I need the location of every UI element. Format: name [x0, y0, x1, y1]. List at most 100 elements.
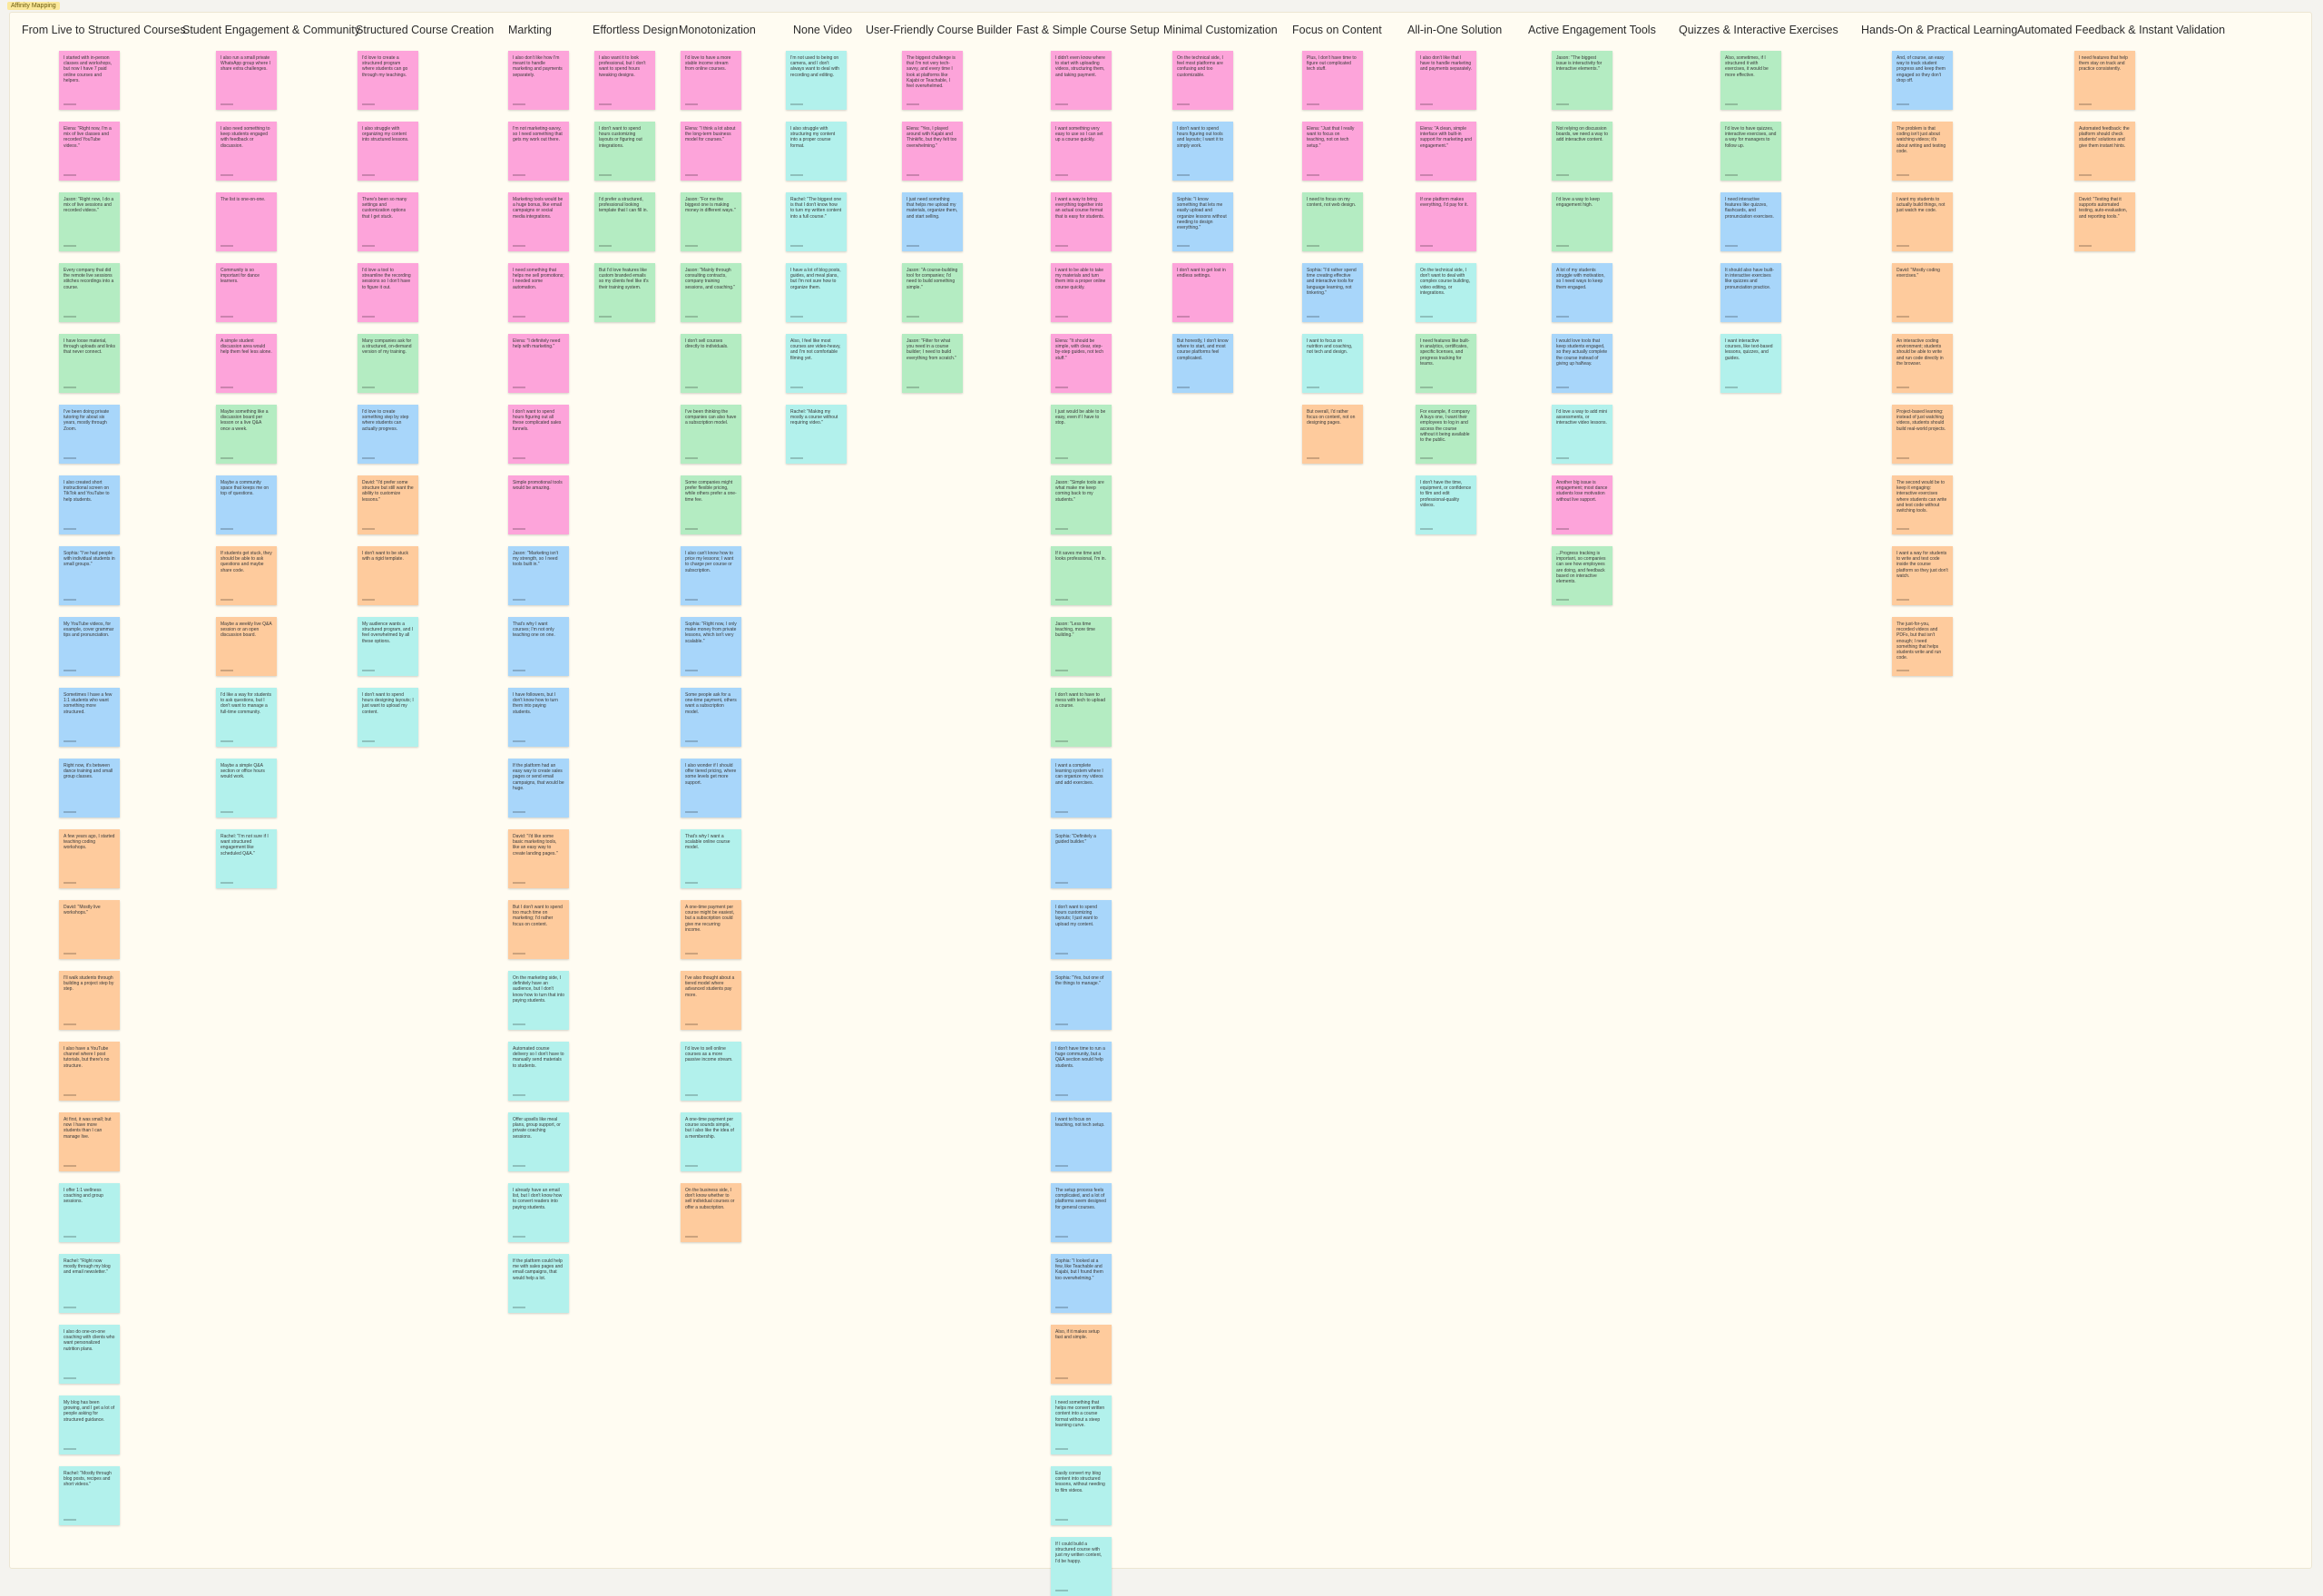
note-author [362, 670, 375, 671]
sticky-note: Rachel: "Making my mostly a course witho… [786, 405, 847, 464]
sticky-note: I'm not marketing-savvy, so I need somet… [508, 122, 569, 181]
sticky-note: I have followers, but I don't know how t… [508, 688, 569, 747]
sticky-note: But I don't want to spend too much time … [508, 900, 569, 959]
note-author [790, 174, 803, 176]
note-text: The list is one-on-one. [221, 197, 266, 202]
sticky-note: I don't have time to run a huge communit… [1051, 1042, 1112, 1101]
sticky-note: Jason: "Simple tools are what make me ke… [1051, 475, 1112, 534]
note-text: I don't sell courses directly to individ… [685, 338, 729, 350]
sticky-note: I need to focus on my content, not web d… [1302, 192, 1363, 251]
sticky-note: I don't want to spend hours figuring out… [508, 405, 569, 464]
note-author [1307, 387, 1319, 388]
sticky-note: I'd love a way to keep engagement high. [1552, 192, 1612, 251]
note-text: I also can't know how to price my lesson… [685, 551, 734, 573]
note-text: Community is so important for dance lear… [221, 268, 260, 285]
note-text: For example, if company A buys one, I wa… [1420, 409, 1470, 444]
note-author [64, 103, 76, 105]
note-text: Jason: "Right now, I do a mix of live se… [64, 197, 114, 214]
note-author [64, 1377, 76, 1379]
note-author [790, 103, 803, 105]
note-author [1055, 457, 1068, 459]
note-author [221, 528, 233, 530]
sticky-note: A few years ago, I started teaching codi… [59, 829, 120, 888]
note-author [1897, 103, 1909, 105]
note-author [221, 387, 233, 388]
sticky-note: I need something that helps me convert w… [1051, 1395, 1112, 1454]
note-author [1055, 1023, 1068, 1025]
sticky-note: I also run a small private WhatsApp grou… [216, 51, 277, 110]
note-author [1055, 528, 1068, 530]
note-author [64, 1519, 76, 1521]
sticky-note: On the business side, I don't know wheth… [681, 1183, 741, 1242]
note-author [1055, 599, 1068, 601]
note-author [1897, 245, 1909, 247]
sticky-note: I'd love to sell online courses as a mor… [681, 1042, 741, 1101]
note-author [1725, 103, 1738, 105]
note-text: I've also thought about a tiered model w… [685, 975, 735, 998]
note-author [1897, 528, 1909, 530]
sticky-note: There's been so many settings and custom… [358, 192, 418, 251]
note-author [685, 811, 698, 813]
note-text: David: "I'd prefer some structure but st… [362, 480, 414, 503]
sticky-note: I also don't like that I have to handle … [1416, 51, 1476, 110]
sticky-note: David: "Mostly live workshops." [59, 900, 120, 959]
note-author [64, 174, 76, 176]
note-author [64, 811, 76, 813]
sticky-note: My YouTube videos, for example, cover gr… [59, 617, 120, 676]
note-author [513, 740, 525, 742]
note-text: A lot of my students struggle with motiv… [1556, 268, 1605, 290]
sticky-note: Elena: "Yes, I played around with Kajabi… [902, 122, 963, 181]
sticky-note: The list is one-on-one. [216, 192, 277, 251]
note-author [1055, 882, 1068, 884]
note-text: Jason: "Simple tools are what make me ke… [1055, 480, 1104, 503]
sticky-note: I need interactive features like quizzes… [1720, 192, 1781, 251]
note-text: I'm not used to being on camera, and I d… [790, 55, 839, 78]
sticky-note: David: "Testing that it supports automat… [2074, 192, 2135, 251]
note-author [513, 528, 525, 530]
note-author [1420, 528, 1433, 530]
note-author [790, 245, 803, 247]
sticky-note: I just would be able to be easy, even if… [1051, 405, 1112, 464]
sticky-note: On the technical side, I feel most platf… [1172, 51, 1233, 110]
column-title: Hands-On & Practical Learning [1861, 24, 2018, 36]
note-author [64, 245, 76, 247]
note-author [221, 174, 233, 176]
sticky-note: My audience wants a structured program, … [358, 617, 418, 676]
note-text: I need something that helps me convert w… [1055, 1400, 1105, 1428]
note-author [1307, 245, 1319, 247]
sticky-note: I didn't even know where to start with u… [1051, 51, 1112, 110]
column-title: Automated Feedback & Instant Validation [2017, 24, 2226, 36]
sticky-note: I'd prefer a structured, professional lo… [594, 192, 655, 251]
sticky-note: Some companies might prefer flexible pri… [681, 475, 741, 534]
note-author [64, 882, 76, 884]
note-author [1725, 245, 1738, 247]
note-author [1556, 103, 1569, 105]
column-title: Fast & Simple Course Setup [1016, 24, 1160, 36]
column-title: From Live to Structured Courses [22, 24, 186, 36]
note-author [513, 174, 525, 176]
note-text: If the platform had an easy way to creat… [513, 763, 564, 791]
note-author [1556, 599, 1569, 601]
sticky-note: Elena: "I think a lot about the long-ter… [681, 122, 741, 181]
note-text: Elena: "Just that I really want to focus… [1307, 126, 1355, 149]
sticky-note: Many companies ask for a structured, on-… [358, 334, 418, 393]
note-author [1177, 174, 1190, 176]
note-author [1177, 387, 1190, 388]
sticky-note: Offer upsells like meal plans, group sup… [508, 1112, 569, 1171]
note-text: It should also have built-in interactive… [1725, 268, 1774, 290]
note-text: Rachel: "Making my mostly a course witho… [790, 409, 838, 426]
note-author [2079, 245, 2092, 247]
note-text: Maybe a community space that keeps me on… [221, 480, 270, 497]
sticky-note: Rachel: "The biggest one is that I don't… [786, 192, 847, 251]
note-text: I also do one-on-one coaching with clien… [64, 1329, 115, 1352]
sticky-note: Sophia: "I know something that lets me e… [1172, 192, 1233, 251]
sticky-note: Marketing tools would be a huge bonus, l… [508, 192, 569, 251]
note-text: But honestly, I don't know where to star… [1177, 338, 1229, 361]
note-author [64, 387, 76, 388]
note-text: I've been doing private tutoring for abo… [64, 409, 110, 432]
sticky-note: But honestly, I don't know where to star… [1172, 334, 1233, 393]
note-author [685, 245, 698, 247]
sticky-note: The just-for-you, recorded videos and PD… [1892, 617, 1953, 676]
note-text: Jason: "A course-building tool for compa… [907, 268, 958, 290]
note-author [513, 882, 525, 884]
